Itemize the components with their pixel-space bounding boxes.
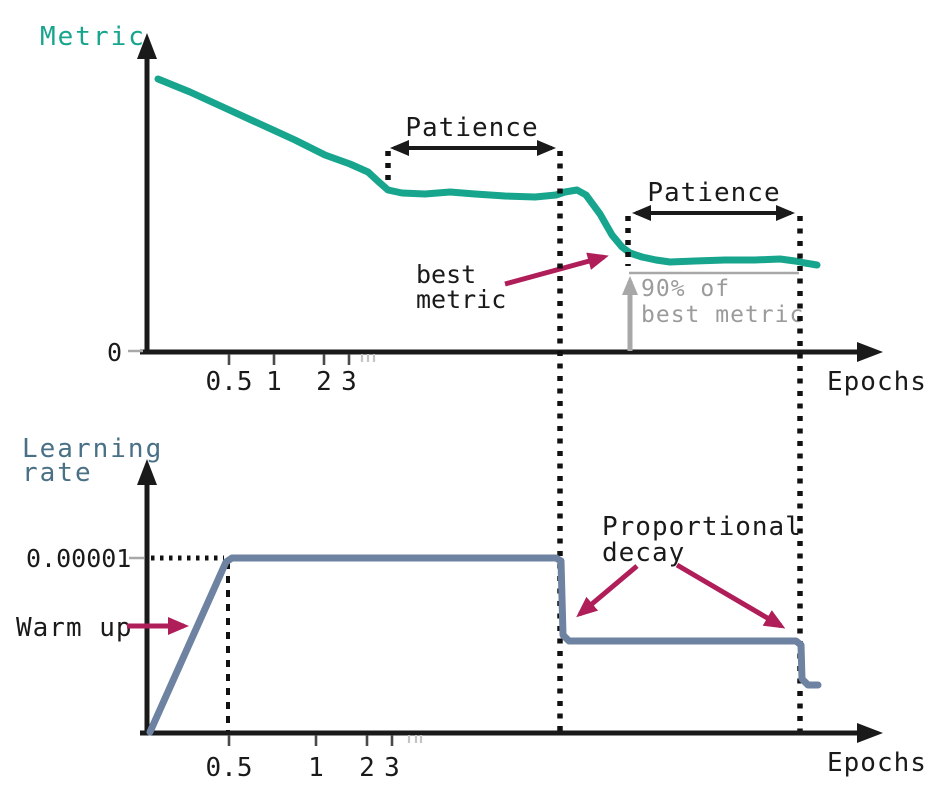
- metric-axis-ticks: 0.5 1 2 3: [128, 349, 376, 397]
- x-tick-label: 0.5: [206, 753, 253, 783]
- x-tick-label: 2: [316, 367, 332, 397]
- decay-arrow-1: [576, 564, 639, 618]
- metric-chart: Metric 0 Epochs 0.5 1 2 3 Patience Patience…: [40, 22, 927, 397]
- x-tick-label: 0.5: [206, 367, 253, 397]
- best-metric-label-line2: metric: [416, 285, 506, 314]
- ninety-pct-label-line2: best metric: [641, 302, 804, 328]
- decay-arrow-2: [675, 562, 786, 629]
- metric-curve: [154, 75, 821, 269]
- lr-curve: [146, 554, 822, 736]
- metric-annotation-lines: [504, 252, 799, 351]
- best-metric-label-line1: best: [416, 260, 476, 289]
- ninety-pct-label-line1: 90% of: [641, 276, 730, 302]
- decay-label-line1: Proportional: [602, 512, 802, 542]
- x-tick-label: 3: [384, 753, 400, 783]
- x-tick-label: 2: [359, 753, 375, 783]
- lr-title-line2: rate: [22, 458, 93, 488]
- lr-epochs-label: Epochs: [827, 748, 927, 778]
- metric-zero-label: 0: [107, 338, 122, 367]
- decay-label-line2: decay: [602, 538, 685, 568]
- best-metric-arrow: [504, 252, 609, 287]
- x-tick-label: 3: [341, 367, 357, 397]
- metric-title: Metric: [40, 22, 146, 52]
- metric-epochs-label: Epochs: [827, 367, 927, 397]
- lr-axis-ticks: 0.5 1 2 3: [206, 735, 423, 783]
- x-tick-label: 1: [308, 753, 324, 783]
- lr-annotation-arrows: [127, 562, 786, 635]
- patience1-label: Patience: [405, 113, 538, 143]
- x-tick-label: 1: [266, 367, 282, 397]
- lr-guide-lines: [129, 555, 230, 731]
- lr-chart: Learning rate 0.00001 Epochs 0.5 1 2 3 Warm…: [16, 434, 927, 783]
- patience-annotations: [385, 140, 795, 266]
- patience2-label: Patience: [647, 178, 780, 208]
- warmup-label: Warm up: [16, 613, 133, 643]
- lr-max-value-label: 0.00001: [26, 544, 131, 573]
